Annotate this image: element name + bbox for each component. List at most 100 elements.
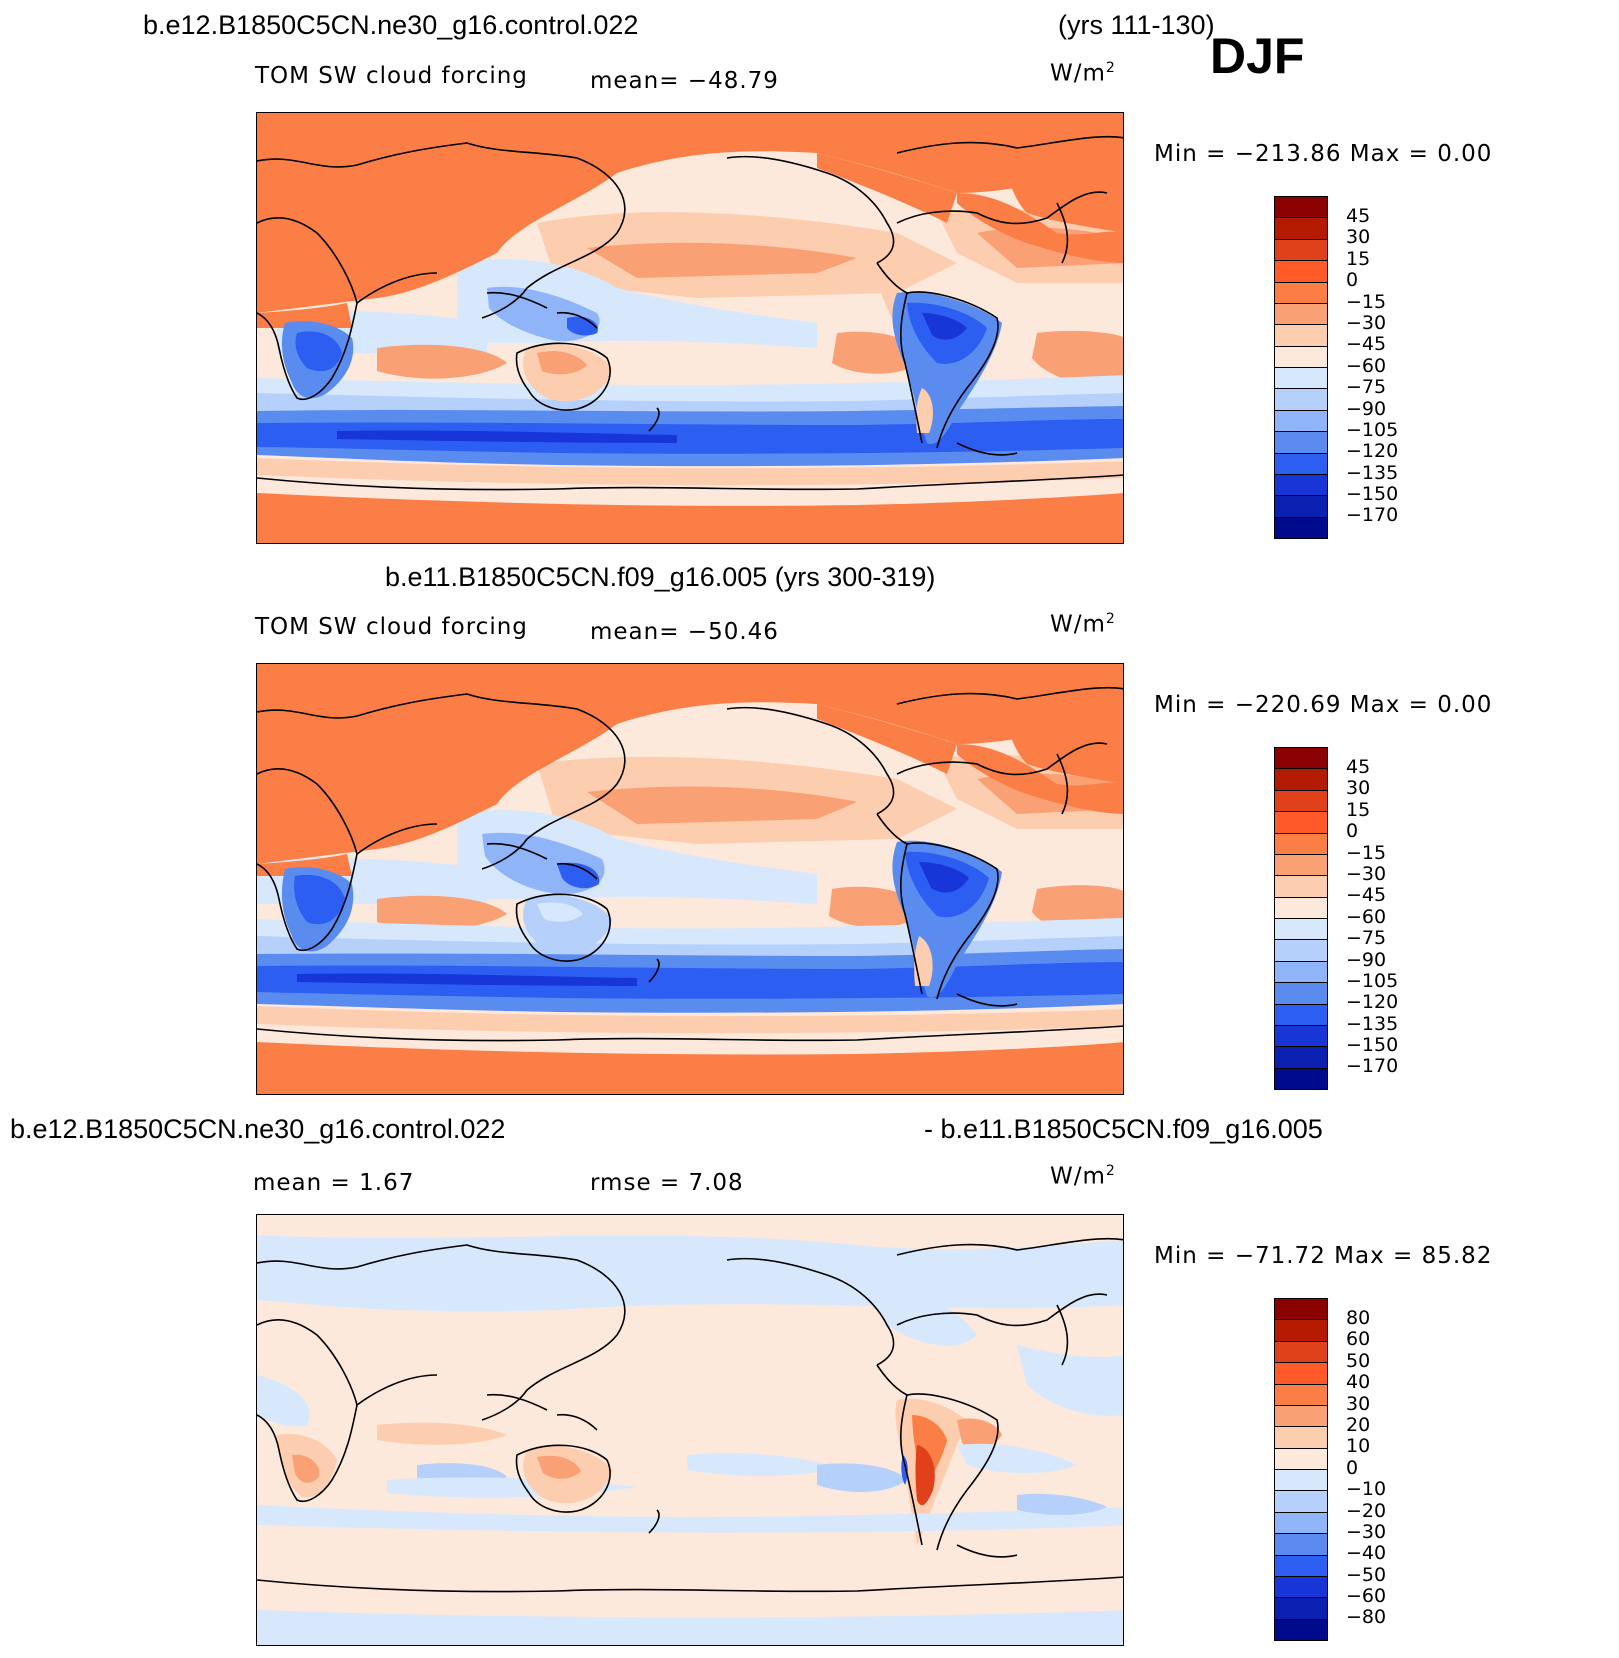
season-label: DJF <box>1210 28 1305 84</box>
panel3-case-a: b.e12.B1850C5CN.ne30_g16.control.022 <box>10 1114 506 1144</box>
colorbar-swatch <box>1275 1512 1327 1535</box>
panel1-map <box>256 112 1124 544</box>
colorbar-tick-label: 80 <box>1346 1307 1371 1329</box>
colorbar-swatch <box>1275 854 1327 877</box>
colorbar-swatch <box>1275 197 1327 219</box>
colorbar-tick-label: −20 <box>1346 1499 1387 1522</box>
panel1-map-field <box>257 113 1123 543</box>
colorbar-tick-label: −90 <box>1346 948 1387 971</box>
colorbar-tick-label: −60 <box>1346 905 1387 928</box>
colorbar-swatch <box>1275 1363 1327 1385</box>
panel3-colorbar-labels: 80 60 50 40 30 20 10 0 −10 −20 −30 −40 −50 −60 −80 <box>1346 1308 1386 1629</box>
colorbar-swatch <box>1275 1555 1327 1577</box>
colorbar-swatch <box>1275 1427 1327 1449</box>
panel2-variable: TOM SW cloud forcing <box>255 614 528 640</box>
colorbar-swatch <box>1275 919 1327 941</box>
colorbar-swatch <box>1275 940 1327 962</box>
colorbar-tick-label: 30 <box>1346 777 1371 800</box>
colorbar-swatch <box>1275 282 1327 304</box>
colorbar-tick-label: 40 <box>1346 1371 1371 1394</box>
panel1-mean: mean= −48.79 <box>590 68 779 94</box>
colorbar-swatch <box>1275 1619 1327 1640</box>
colorbar-tick-label: −90 <box>1346 397 1387 420</box>
colorbar-tick-label: −45 <box>1346 884 1387 907</box>
colorbar-tick-label: −150 <box>1346 483 1399 506</box>
colorbar-swatch <box>1275 239 1327 262</box>
colorbar-swatch <box>1275 303 1327 326</box>
colorbar-swatch <box>1275 453 1327 475</box>
colorbar-swatch <box>1275 218 1327 240</box>
colorbar-swatch <box>1275 1491 1327 1513</box>
colorbar-tick-label: 30 <box>1346 1392 1371 1415</box>
colorbar-tick-label: 15 <box>1346 798 1371 821</box>
panel3-rmse: rmse = 7.08 <box>590 1170 744 1196</box>
panel1-minmax: Min = −213.86 Max = 0.00 <box>1154 141 1493 167</box>
colorbar-tick-label: 45 <box>1346 205 1371 227</box>
colorbar-swatch <box>1275 496 1327 518</box>
colorbar-tick-label: −75 <box>1346 927 1387 950</box>
colorbar-swatch <box>1275 1068 1327 1089</box>
colorbar-swatch <box>1275 1004 1327 1026</box>
colorbar-swatch <box>1275 432 1327 454</box>
panel3-map-field <box>257 1215 1123 1645</box>
colorbar-swatch <box>1275 474 1327 497</box>
colorbar-tick-label: 0 <box>1346 269 1359 292</box>
colorbar-swatch <box>1275 1405 1327 1428</box>
colorbar-swatch <box>1275 1576 1327 1599</box>
colorbar-tick-label: −30 <box>1346 311 1387 334</box>
colorbar-swatch <box>1275 790 1327 813</box>
colorbar-tick-label: −15 <box>1346 841 1387 864</box>
colorbar-tick-label: −120 <box>1346 440 1399 463</box>
panel2-units: W/m2 <box>1050 611 1116 638</box>
colorbar-tick-label: −105 <box>1346 418 1399 441</box>
colorbar-swatch <box>1275 1320 1327 1342</box>
colorbar-swatch <box>1275 325 1327 347</box>
colorbar-swatch <box>1275 1047 1327 1069</box>
colorbar-tick-label: −150 <box>1346 1034 1399 1057</box>
panel3-map <box>256 1214 1124 1646</box>
colorbar-swatch <box>1275 876 1327 898</box>
panel3-colorbar <box>1274 1298 1328 1641</box>
colorbar-tick-label: −75 <box>1346 376 1387 399</box>
colorbar-swatch <box>1275 368 1327 390</box>
colorbar-tick-label: −15 <box>1346 290 1387 313</box>
colorbar-swatch <box>1275 1299 1327 1321</box>
colorbar-swatch <box>1275 1598 1327 1620</box>
colorbar-tick-label: 10 <box>1346 1435 1371 1458</box>
colorbar-swatch <box>1275 410 1327 433</box>
panel2-minmax: Min = −220.69 Max = 0.00 <box>1154 692 1493 718</box>
colorbar-swatch <box>1275 812 1327 834</box>
panel1-years: (yrs 111-130) <box>1058 10 1215 40</box>
colorbar-swatch <box>1275 1534 1327 1556</box>
colorbar-tick-label: −45 <box>1346 333 1387 356</box>
colorbar-swatch <box>1275 897 1327 919</box>
colorbar-tick-label: 0 <box>1346 1456 1359 1479</box>
panel1-colorbar <box>1274 196 1328 539</box>
colorbar-tick-label: 50 <box>1346 1349 1371 1372</box>
colorbar-tick-label: −30 <box>1346 862 1387 885</box>
panel2-case-title: b.e11.B1850C5CN.f09_g16.005 (yrs 300-319… <box>385 562 936 592</box>
colorbar-tick-label: −80 <box>1346 1606 1387 1629</box>
colorbar-tick-label: −135 <box>1346 461 1399 484</box>
colorbar-tick-label: −60 <box>1346 354 1387 377</box>
colorbar-swatch <box>1275 1470 1327 1492</box>
colorbar-swatch <box>1275 261 1327 283</box>
panel1-case-title: b.e12.B1850C5CN.ne30_g16.control.022 <box>143 10 639 40</box>
colorbar-swatch <box>1275 769 1327 791</box>
colorbar-tick-label: 30 <box>1346 226 1371 249</box>
colorbar-tick-label: 0 <box>1346 820 1359 843</box>
colorbar-tick-label: −10 <box>1346 1478 1387 1501</box>
colorbar-tick-label: −50 <box>1346 1563 1387 1586</box>
colorbar-swatch <box>1275 346 1327 368</box>
colorbar-swatch <box>1275 748 1327 770</box>
panel3-case-b: - b.e11.B1850C5CN.f09_g16.005 <box>924 1114 1323 1144</box>
colorbar-swatch <box>1275 1448 1327 1470</box>
panel2-colorbar-labels: 45 30 15 0 −15 −30 −45 −60 −75 −90 −105 −120 −135 −15… <box>1346 757 1398 1078</box>
colorbar-swatch <box>1275 961 1327 984</box>
colorbar-tick-label: −170 <box>1346 504 1399 527</box>
panel1-units: W/m2 <box>1050 60 1116 87</box>
panel2-map <box>256 663 1124 1095</box>
colorbar-tick-label: −120 <box>1346 991 1399 1014</box>
colorbar-swatch <box>1275 983 1327 1005</box>
colorbar-swatch <box>1275 1384 1327 1406</box>
